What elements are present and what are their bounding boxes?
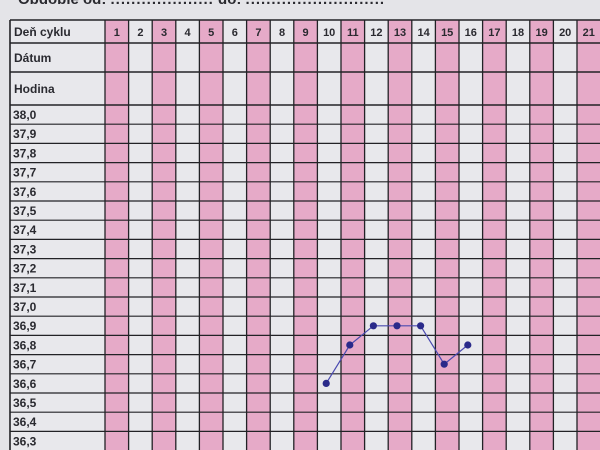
label-column — [10, 20, 105, 450]
day-column-7 — [246, 20, 271, 450]
day-column-12 — [364, 20, 389, 450]
y-tick-label: 36,6 — [13, 377, 37, 391]
y-tick-label: 37,8 — [13, 146, 37, 160]
day-number-1: 1 — [114, 27, 120, 39]
day-number-20: 20 — [559, 27, 571, 39]
day-number-3: 3 — [161, 27, 167, 39]
y-tick-label: 38,0 — [13, 108, 37, 122]
day-column-11 — [341, 20, 365, 450]
day-column-21 — [577, 20, 600, 450]
y-tick-label: 37,2 — [13, 262, 37, 276]
day-number-8: 8 — [279, 27, 285, 39]
day-number-5: 5 — [208, 27, 214, 39]
day-number-16: 16 — [465, 27, 477, 39]
day-number-19: 19 — [535, 27, 547, 39]
day-column-8 — [270, 20, 294, 450]
day-number-14: 14 — [417, 27, 430, 39]
row-label-2: Hodina — [14, 82, 55, 96]
y-tick-label: 37,1 — [13, 281, 37, 295]
day-column-20 — [553, 20, 577, 450]
data-point-day-12 — [369, 322, 377, 330]
day-column-5 — [199, 20, 223, 450]
y-tick-label: 37,7 — [13, 166, 37, 180]
day-column-4 — [175, 20, 200, 450]
y-tick-label: 37,5 — [13, 204, 37, 218]
day-column-3 — [152, 20, 176, 450]
day-column-1 — [105, 20, 129, 450]
y-tick-label: 37,4 — [13, 223, 37, 237]
day-number-17: 17 — [488, 27, 500, 39]
day-number-21: 21 — [583, 27, 595, 39]
day-number-7: 7 — [255, 27, 261, 39]
day-column-17 — [482, 20, 507, 450]
day-column-10 — [317, 20, 341, 450]
row-label-1: Dátum — [14, 51, 51, 65]
y-tick-label: 37,0 — [13, 300, 37, 314]
data-point-day-11 — [346, 341, 354, 349]
data-point-day-14 — [417, 322, 425, 330]
day-number-12: 12 — [370, 27, 382, 39]
day-column-19 — [529, 20, 554, 450]
period-to-field[interactable]: ........................... — [246, 0, 386, 8]
y-tick-label: 37,9 — [13, 127, 37, 141]
day-number-9: 9 — [303, 27, 309, 39]
period-from-field[interactable]: .................... — [111, 0, 214, 8]
day-number-2: 2 — [137, 27, 143, 39]
day-column-15 — [435, 20, 459, 450]
period-header: Obdobie od: .................... do: ...… — [18, 0, 385, 8]
day-column-13 — [388, 20, 412, 450]
day-number-15: 15 — [441, 27, 453, 39]
day-column-2 — [128, 20, 153, 450]
data-point-day-13 — [393, 322, 401, 330]
day-column-14 — [411, 20, 436, 450]
day-column-18 — [506, 20, 530, 450]
data-point-day-16 — [464, 341, 472, 349]
y-tick-label: 36,7 — [13, 358, 37, 372]
y-tick-label: 36,5 — [13, 396, 37, 410]
day-column-6 — [223, 20, 247, 450]
y-tick-label: 37,6 — [13, 185, 37, 199]
period-from-label: Obdobie od: — [18, 0, 106, 8]
day-number-4: 4 — [185, 27, 192, 39]
day-number-11: 11 — [347, 27, 359, 39]
day-column-9 — [293, 20, 318, 450]
day-number-13: 13 — [394, 27, 406, 39]
y-tick-label: 36,8 — [13, 338, 37, 352]
day-column-16 — [459, 20, 483, 450]
day-number-18: 18 — [512, 27, 524, 39]
y-tick-label: 36,9 — [13, 319, 37, 333]
y-tick-label: 37,3 — [13, 242, 37, 256]
row-label-0: Deň cyklu — [14, 25, 71, 39]
data-point-day-15 — [440, 360, 448, 368]
y-tick-label: 36,4 — [13, 415, 37, 429]
day-number-10: 10 — [323, 27, 335, 39]
day-number-6: 6 — [232, 27, 238, 39]
period-to-label: do: — [218, 0, 241, 8]
data-point-day-10 — [322, 379, 330, 387]
y-tick-label: 36,3 — [13, 434, 37, 448]
